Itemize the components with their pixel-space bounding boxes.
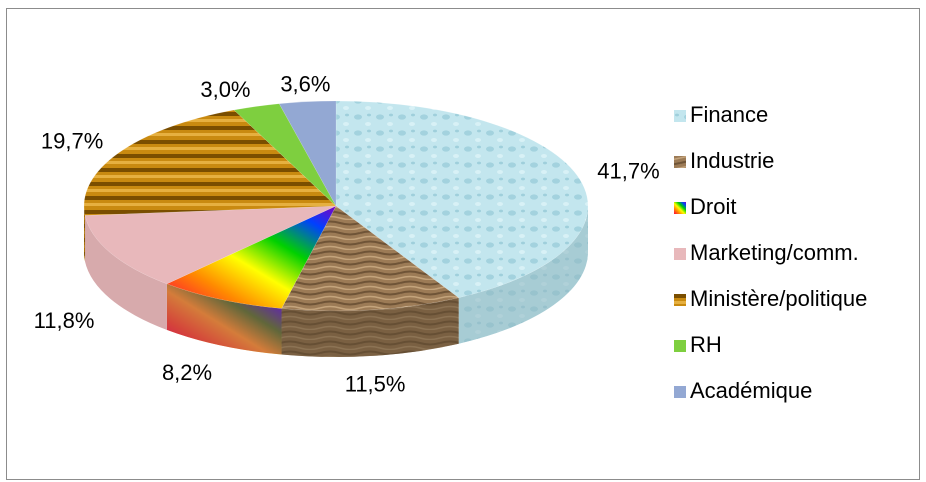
data-label-droit: 8,2% — [162, 360, 212, 385]
legend-swatch-rh — [674, 340, 686, 352]
data-label-industrie: 11,5% — [345, 372, 406, 397]
pie-slice-marketing-comm — [84, 205, 337, 285]
pie-slice-industrie — [281, 205, 460, 312]
pie-side-droit — [166, 283, 282, 355]
legend-label-ministere-politique: Ministère/politique — [690, 286, 867, 311]
pie-slice-academique — [278, 100, 337, 207]
legend-item-industrie: Industrie — [674, 148, 774, 173]
data-label-rh: 3,0% — [200, 77, 250, 102]
data-label-academique: 3,6% — [280, 72, 330, 97]
legend-label-droit: Droit — [690, 194, 736, 219]
legend-swatch-finance — [674, 110, 686, 122]
pie-slice-droit — [166, 205, 337, 309]
legend-swatch-marketing-comm — [674, 248, 686, 260]
legend-swatch-droit — [674, 202, 686, 214]
pie-side-industrie — [281, 297, 459, 357]
legend-item-finance: Finance — [674, 102, 768, 127]
legend-item-marketing-comm: Marketing/comm. — [674, 240, 859, 265]
data-label-finance: 41,7% — [597, 158, 659, 183]
legend-label-academique: Académique — [690, 378, 812, 403]
pie-side-finance — [458, 206, 588, 344]
legend-swatch-industrie — [674, 156, 686, 168]
legend-item-rh: RH — [674, 332, 722, 357]
legend-item-ministere-politique: Ministère/politique — [674, 286, 867, 311]
pie-slice-finance — [335, 100, 589, 298]
legend-item-droit: Droit — [674, 194, 736, 219]
pie-slice-rh — [233, 103, 337, 207]
data-label-marketing-comm: 11,8% — [34, 308, 95, 333]
legend-swatch-ministere-politique — [674, 294, 686, 306]
legend-item-academique: Académique — [674, 378, 812, 403]
data-label-ministere-politique: 19,7% — [41, 128, 103, 153]
legend-label-rh: RH — [690, 332, 722, 357]
pie-slice-ministere-politique — [83, 109, 337, 216]
legend-label-industrie: Industrie — [690, 148, 774, 173]
legend-swatch-academique — [674, 386, 686, 398]
pie-side-ministere-politique — [84, 206, 86, 262]
legend-label-marketing-comm: Marketing/comm. — [690, 240, 859, 265]
legend-label-finance: Finance — [690, 102, 768, 127]
pie-side-marketing-comm — [85, 215, 167, 330]
